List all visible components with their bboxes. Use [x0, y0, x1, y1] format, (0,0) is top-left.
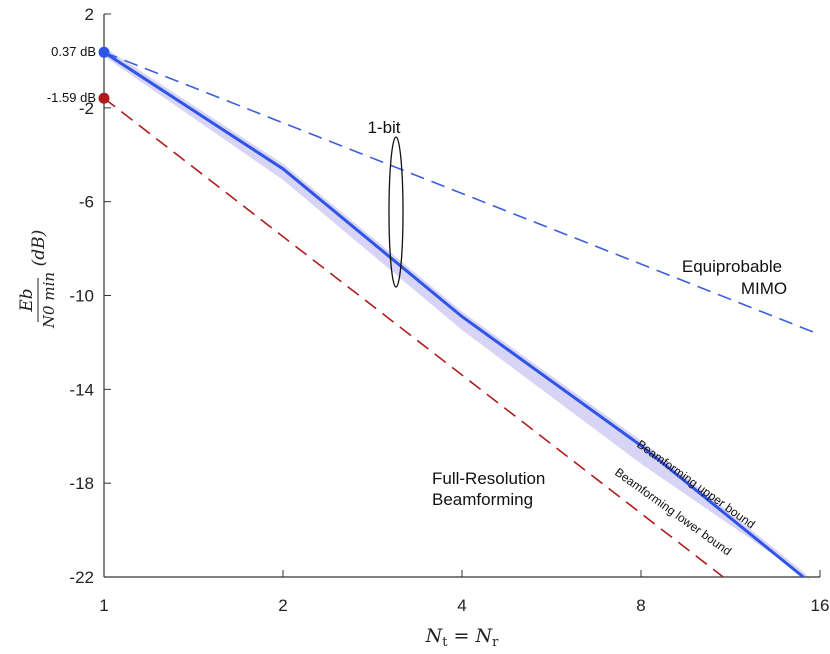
y-tick-label: -10 — [69, 287, 94, 306]
markers-group — [98, 46, 110, 104]
annotation-full-resolution: Full-Resolution — [432, 469, 545, 488]
y-tick-label: -22 — [69, 568, 94, 587]
x-tick-label: 4 — [457, 596, 466, 615]
annotation-1bit-ellipse — [388, 136, 404, 288]
axes-group — [103, 13, 821, 578]
labels-group: 1 2 4 8 16 2 -2 -6 -10 -14 -18 -22 0.37 dB -1.59 dB 1-… — [17, 5, 829, 650]
y-title-unit: (dB) — [29, 230, 49, 267]
annotation-beamforming: Beamforming — [432, 490, 533, 509]
y-tick-label: 2 — [85, 5, 94, 24]
x-tick-label: 2 — [278, 596, 287, 615]
y-title-denominator: N0 min — [40, 272, 58, 329]
annotation-mimo: MIMO — [741, 279, 787, 298]
y-title-numerator: Eb — [17, 288, 37, 312]
marker-label: 0.37 dB — [51, 44, 96, 59]
y-tick-label: -14 — [69, 380, 94, 399]
series-line-full-resolution-beamforming — [103, 97, 724, 578]
series-group — [103, 50, 821, 579]
y-tick-label: -2 — [79, 99, 94, 118]
annotation-upper-bound: Beamforming upper bound — [634, 437, 757, 531]
series-line-beamforming-upper-bound — [103, 50, 805, 579]
annotation-1bit: 1-bit — [367, 118, 400, 137]
start-marker — [98, 92, 110, 104]
y-tick-label: -18 — [69, 474, 94, 493]
x-tick-label: 16 — [811, 596, 830, 615]
series-line-equiprobable-mimo — [103, 51, 821, 336]
y-tick-label: -6 — [79, 193, 94, 212]
x-axis-title: Nt = Nr — [425, 625, 499, 650]
annotation-equiprobable: Equiprobable — [682, 257, 782, 276]
start-marker — [98, 46, 110, 58]
x-tick-label: 8 — [636, 596, 645, 615]
x-tick-label: 1 — [99, 596, 108, 615]
y-axis-title: Eb N0 min (dB) — [17, 230, 58, 329]
marker-label: -1.59 dB — [47, 90, 96, 105]
